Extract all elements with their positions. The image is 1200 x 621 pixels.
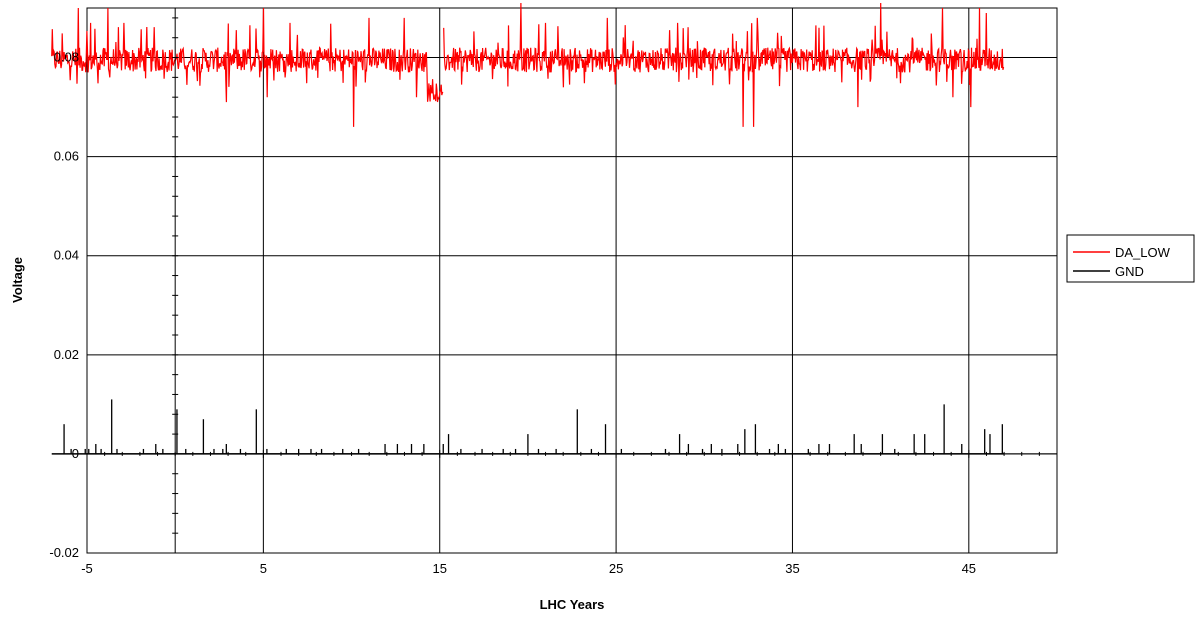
x-tick-label: 15 bbox=[432, 561, 446, 576]
y-tick-label: 0.08 bbox=[54, 50, 79, 65]
series-da-low-line bbox=[443, 2, 1005, 127]
series-da-low-line bbox=[51, 7, 435, 127]
y-tick-label: 0.06 bbox=[54, 149, 79, 164]
tick-labels: -0.02 0 0.02 0.04 0.06 0.08 -5 5 15 25 35 45 bbox=[49, 50, 976, 576]
y-axis-title: Voltage bbox=[10, 257, 25, 303]
x-tick-label: 25 bbox=[609, 561, 623, 576]
x-tick-label: 45 bbox=[962, 561, 976, 576]
x-tick-label: 5 bbox=[260, 561, 267, 576]
x-tick-label: 35 bbox=[785, 561, 799, 576]
x-axis-title: LHC Years bbox=[540, 597, 605, 612]
y-tick-label: -0.02 bbox=[49, 545, 79, 560]
legend-label-gnd: GND bbox=[1115, 264, 1144, 279]
plot-area bbox=[86, 7, 1058, 554]
series-da-low-dip bbox=[433, 83, 444, 103]
legend-label-da-low: DA_LOW bbox=[1115, 245, 1171, 260]
x-tick-label: -5 bbox=[81, 561, 93, 576]
y-tick-label: 0 bbox=[72, 446, 79, 461]
axes bbox=[86, 8, 1058, 554]
legend-box bbox=[1066, 234, 1195, 283]
y-tick-label: 0.02 bbox=[54, 347, 79, 362]
legend: DA_LOW GND bbox=[1066, 234, 1195, 283]
y-tick-label: 0.04 bbox=[54, 248, 79, 263]
